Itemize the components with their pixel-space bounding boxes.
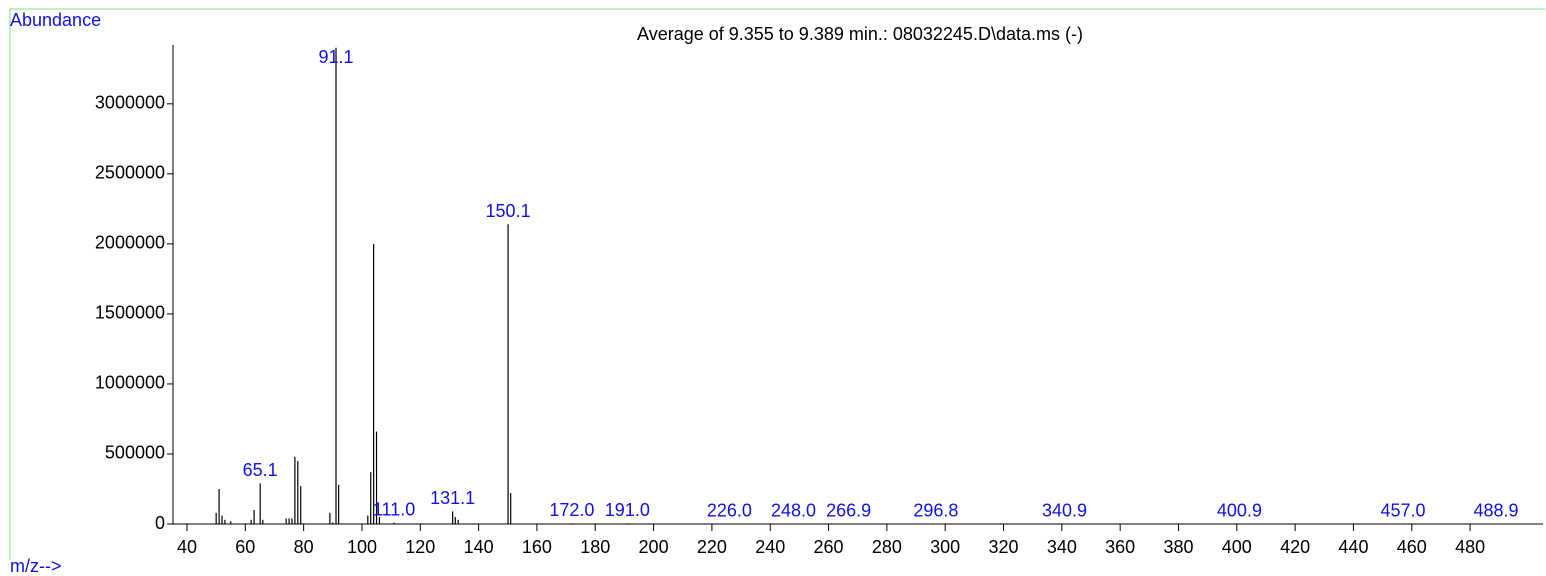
peak-label: 150.1 xyxy=(486,201,531,221)
peak-label: 266.9 xyxy=(826,500,871,520)
frame xyxy=(9,8,1545,560)
peak-label: 488.9 xyxy=(1474,500,1519,520)
x-tick-label: 120 xyxy=(405,537,435,557)
y-tick-label: 1000000 xyxy=(95,373,165,393)
peak-label: 65.1 xyxy=(243,460,278,480)
x-tick-label: 260 xyxy=(814,537,844,557)
y-tick-label: 2000000 xyxy=(95,233,165,253)
x-tick-label: 200 xyxy=(639,537,669,557)
x-tick-label: 140 xyxy=(464,537,494,557)
chart-title: Average of 9.355 to 9.389 min.: 08032245… xyxy=(637,24,1083,44)
peak-label: 400.9 xyxy=(1217,500,1262,520)
x-tick-label: 420 xyxy=(1280,537,1310,557)
x-tick-label: 60 xyxy=(235,537,255,557)
y-tick-label: 2500000 xyxy=(95,163,165,183)
peak-label: 296.8 xyxy=(913,500,958,520)
x-tick-label: 320 xyxy=(988,537,1018,557)
x-tick-label: 160 xyxy=(522,537,552,557)
x-tick-label: 40 xyxy=(177,537,197,557)
x-tick-label: 460 xyxy=(1397,537,1427,557)
x-tick-label: 480 xyxy=(1455,537,1485,557)
x-tick-label: 300 xyxy=(930,537,960,557)
peak-label: 340.9 xyxy=(1042,500,1087,520)
peak-label: 248.0 xyxy=(771,500,816,520)
peak-label: 191.0 xyxy=(605,500,650,520)
y-tick-label: 500000 xyxy=(105,443,165,463)
x-tick-label: 100 xyxy=(347,537,377,557)
peak-label: 111.0 xyxy=(373,499,415,519)
x-tick-label: 280 xyxy=(872,537,902,557)
x-tick-label: 360 xyxy=(1105,537,1135,557)
peak-label: 172.0 xyxy=(549,500,594,520)
x-tick-label: 340 xyxy=(1047,537,1077,557)
y-axis-label: Abundance xyxy=(10,10,101,30)
peak-label: 91.1 xyxy=(318,47,353,67)
y-tick-label: 3000000 xyxy=(95,93,165,113)
peak-label: 457.0 xyxy=(1381,500,1426,520)
x-tick-label: 180 xyxy=(580,537,610,557)
peak-label: 226.0 xyxy=(707,500,752,520)
x-tick-label: 240 xyxy=(755,537,785,557)
x-axis-label: m/z--> xyxy=(10,556,62,576)
x-tick-label: 400 xyxy=(1222,537,1252,557)
x-tick-label: 380 xyxy=(1163,537,1193,557)
y-tick-label: 0 xyxy=(155,513,165,533)
x-tick-label: 440 xyxy=(1338,537,1368,557)
x-tick-label: 80 xyxy=(294,537,314,557)
x-tick-label: 220 xyxy=(697,537,727,557)
peak-label: 131.1 xyxy=(430,488,475,508)
y-tick-label: 1500000 xyxy=(95,303,165,323)
